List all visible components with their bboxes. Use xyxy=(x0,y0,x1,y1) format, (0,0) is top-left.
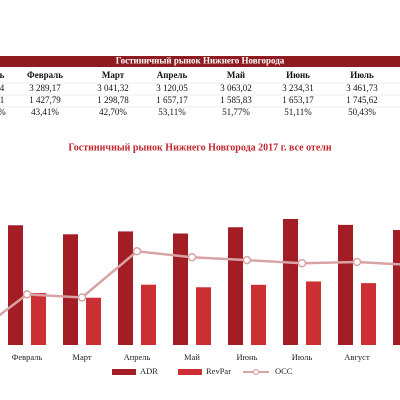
column-header: Июль xyxy=(350,70,374,80)
x-tick-label: Апрель xyxy=(124,352,151,362)
bar xyxy=(8,225,23,345)
legend-label: OCC xyxy=(275,366,293,376)
cell: 50,43% xyxy=(348,107,376,117)
table-title: Гостиничный рынок Нижнего Новгорода xyxy=(116,56,285,66)
table-title-bar xyxy=(0,56,400,67)
cell: 1 657,17 xyxy=(156,95,188,105)
column-header: ь xyxy=(0,70,5,80)
x-tick-label: Май xyxy=(184,352,200,362)
column-header: Февраль xyxy=(27,70,63,80)
cell: 3 234,31 xyxy=(282,83,314,93)
cell: 1 xyxy=(0,95,4,105)
bar xyxy=(338,224,353,345)
x-tick-label: Июнь xyxy=(237,352,258,362)
cell: 42,70% xyxy=(99,107,127,117)
cell: 3 041,32 xyxy=(97,83,129,93)
x-tick-label: Август xyxy=(344,352,370,362)
cell: 53,11% xyxy=(158,107,186,117)
bar xyxy=(63,234,78,345)
legend-marker xyxy=(252,368,260,376)
column-header: Май xyxy=(227,70,245,80)
x-tick-label: Февраль xyxy=(12,352,43,362)
column-header: Март xyxy=(102,70,125,80)
cell: 3 289,17 xyxy=(29,83,61,93)
bar xyxy=(283,218,298,345)
bar xyxy=(118,231,133,345)
bar xyxy=(173,233,188,345)
legend-swatch xyxy=(178,369,202,375)
marker xyxy=(132,247,142,256)
cell: 1 585,83 xyxy=(220,95,252,105)
marker xyxy=(22,290,32,299)
legend-label: ADR xyxy=(140,366,158,376)
cell: 3 461,73 xyxy=(346,83,378,93)
bar xyxy=(196,287,211,345)
cell: 1 745,62 xyxy=(346,95,378,105)
legend-label: RevPar xyxy=(206,366,231,376)
bar xyxy=(228,227,243,345)
cell: % xyxy=(0,107,6,117)
marker xyxy=(77,293,87,302)
cell: 1 427,79 xyxy=(29,95,61,105)
bar xyxy=(86,297,101,345)
cell: 1 298,78 xyxy=(97,95,129,105)
cell: 1 653,17 xyxy=(282,95,314,105)
legend-swatch xyxy=(112,369,136,375)
x-tick-label: Март xyxy=(72,352,91,362)
marker xyxy=(297,258,307,268)
marker xyxy=(187,252,197,262)
marker xyxy=(242,255,252,265)
cell: 3 120,05 xyxy=(156,83,188,93)
bar xyxy=(31,293,46,345)
x-tick-label: Июль xyxy=(292,352,313,362)
chart-title: Гостиничный рынок Нижнего Новгорода 2017… xyxy=(68,142,332,153)
cell: 51,77% xyxy=(222,107,250,117)
cell: 3 063,02 xyxy=(220,83,252,93)
column-header: Апрель xyxy=(157,70,188,80)
bar xyxy=(141,284,156,345)
marker xyxy=(352,257,362,267)
bar xyxy=(251,284,266,345)
cell: 4 xyxy=(0,83,5,93)
cell: 43,41% xyxy=(31,107,59,117)
column-header: Июнь xyxy=(286,70,310,80)
bar xyxy=(306,281,321,345)
bar xyxy=(361,283,376,345)
bar xyxy=(393,229,400,345)
cell: 51,11% xyxy=(284,107,312,117)
